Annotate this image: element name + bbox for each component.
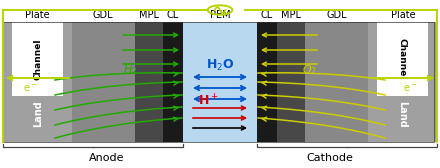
Text: Cathode: Cathode [307, 153, 353, 163]
Bar [368, 22, 437, 142]
Bar [72, 22, 135, 142]
Text: H$_2$O: H$_2$O [206, 57, 234, 73]
Text: e$^-$: e$^-$ [403, 82, 417, 94]
Text: H$^+$: H$^+$ [198, 93, 219, 109]
Text: Channel: Channel [397, 38, 407, 80]
Bar [12, 22, 63, 96]
Text: O$_2$: O$_2$ [302, 63, 318, 77]
Text: Land: Land [33, 101, 43, 127]
Text: Channel: Channel [33, 38, 43, 80]
Text: Plate: Plate [391, 10, 415, 20]
Bar [3, 22, 72, 142]
Bar [377, 22, 428, 96]
Text: CL: CL [261, 10, 273, 20]
Bar [257, 22, 277, 142]
Text: GDL: GDL [326, 10, 347, 20]
Bar [305, 22, 368, 142]
Text: PEM: PEM [210, 10, 230, 20]
Text: Anode: Anode [89, 153, 125, 163]
Text: Plate: Plate [25, 10, 49, 20]
Text: Land: Land [397, 101, 407, 127]
Text: MPL: MPL [139, 10, 159, 20]
Text: e$^-$: e$^-$ [23, 82, 37, 94]
Bar [183, 22, 257, 142]
Text: GDL: GDL [93, 10, 114, 20]
Bar [3, 22, 434, 142]
Bar [163, 22, 183, 142]
Bar [135, 22, 163, 142]
Bar [277, 22, 305, 142]
Text: MPL: MPL [281, 10, 301, 20]
Text: CL: CL [167, 10, 179, 20]
Text: H$_2$: H$_2$ [123, 63, 137, 77]
